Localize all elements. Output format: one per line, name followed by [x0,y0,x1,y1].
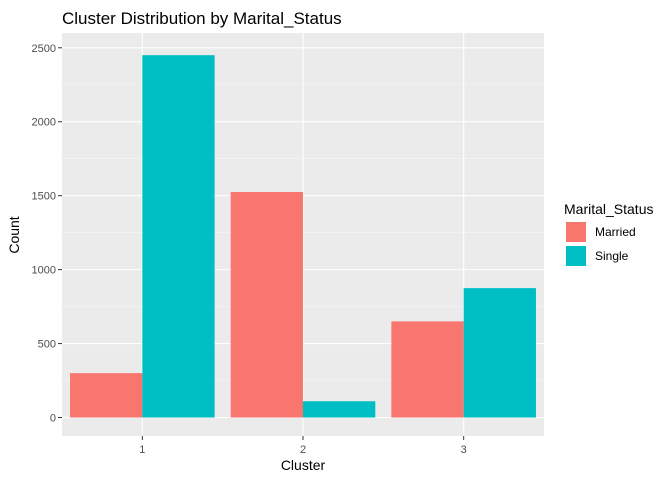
legend: Marital_Status Married Single [564,201,653,266]
legend-key-married [566,222,586,242]
y-tick-label: 1000 [32,265,56,277]
y-axis-title: Count [6,216,22,253]
x-tick-label: 1 [139,444,145,456]
legend-label-single: Single [595,249,629,263]
bar-single-cluster-2 [303,401,376,418]
legend-key-single [566,246,586,266]
x-tick-label: 2 [300,444,306,456]
chart-title: Cluster Distribution by Marital_Status [62,9,342,28]
y-tick-label: 2000 [32,117,56,129]
bar-married-cluster-3 [391,321,464,418]
legend-title: Marital_Status [564,201,653,217]
bar-single-cluster-1 [142,55,215,418]
y-tick-label: 500 [38,339,56,351]
legend-label-married: Married [595,225,636,239]
y-tick-label: 1500 [32,191,56,203]
bar-married-cluster-2 [230,191,303,418]
y-tick-label: 2500 [32,43,56,55]
x-axis-title: Cluster [281,457,326,473]
bar-single-cluster-3 [463,288,536,418]
x-tick-label: 3 [461,444,467,456]
x-axis: 1 2 3 [139,436,467,456]
y-axis: 0 500 1000 1500 2000 2500 [32,43,62,425]
y-tick-label: 0 [50,413,56,425]
bars [70,55,536,418]
bar-married-cluster-1 [70,373,143,418]
